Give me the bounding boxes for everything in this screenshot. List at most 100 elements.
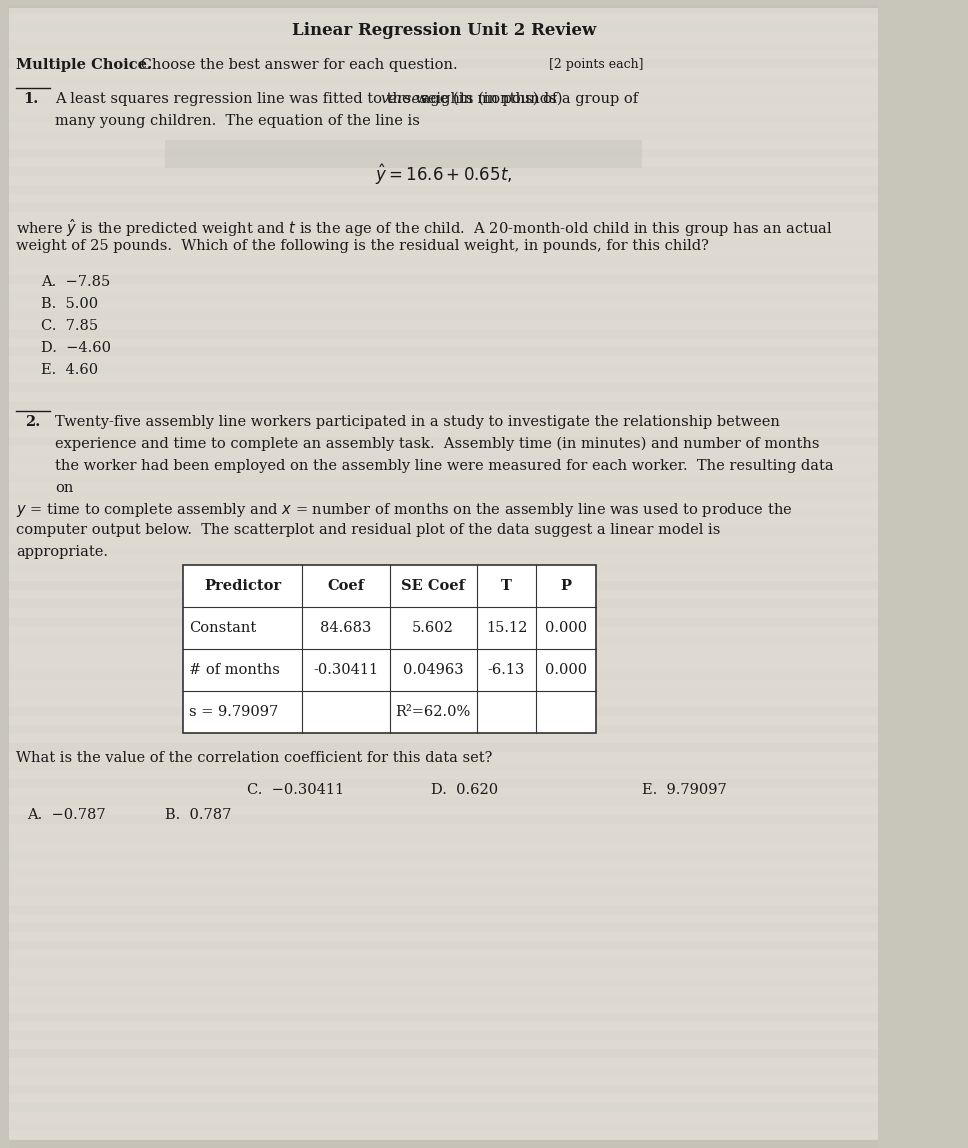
Bar (9, 923, 878, 932)
Bar (9, 203, 878, 212)
Bar (9, 185, 878, 194)
Text: appropriate.: appropriate. (16, 545, 108, 559)
Text: 0.000: 0.000 (545, 621, 588, 635)
Bar (9, 581, 878, 590)
Text: many young children.  The equation of the line is: many young children. The equation of the… (55, 114, 420, 127)
Bar (9, 41, 878, 51)
Text: where $\hat{y}$ is the predicted weight and $t$ is the age of the child.  A 20-m: where $\hat{y}$ is the predicted weight … (16, 217, 833, 239)
Bar (165, 140, 642, 168)
Text: # of months: # of months (189, 664, 280, 677)
Bar (9, 1031, 878, 1040)
Text: B.  0.787: B. 0.787 (165, 808, 231, 822)
Bar (9, 1085, 878, 1094)
Bar (9, 689, 878, 698)
Bar (9, 509, 878, 518)
Bar (9, 1139, 878, 1148)
Text: C.  7.85: C. 7.85 (42, 319, 99, 333)
Bar (9, 166, 878, 176)
Text: Predictor: Predictor (204, 579, 282, 594)
Bar (9, 95, 878, 104)
Text: T: T (501, 579, 512, 594)
Text: 0.04963: 0.04963 (403, 664, 464, 677)
Bar (9, 670, 878, 680)
Bar (9, 851, 878, 860)
Text: Multiple Choice.: Multiple Choice. (16, 59, 153, 72)
Bar (9, 887, 878, 895)
Bar (9, 563, 878, 572)
Bar (9, 653, 878, 662)
Bar (9, 995, 878, 1004)
Text: P: P (560, 579, 571, 594)
Bar (9, 5, 878, 14)
Bar (9, 329, 878, 338)
Text: -0.30411: -0.30411 (314, 664, 378, 677)
Bar (9, 1103, 878, 1112)
Bar (9, 527, 878, 536)
Text: Choose the best answer for each question.: Choose the best answer for each question… (136, 59, 457, 72)
Text: D.  −4.60: D. −4.60 (42, 341, 111, 355)
Text: 1.: 1. (23, 92, 38, 106)
Text: A.  −7.85: A. −7.85 (42, 276, 110, 289)
Text: computer output below.  The scatterplot and residual plot of the data suggest a : computer output below. The scatterplot a… (16, 523, 721, 537)
Bar (9, 419, 878, 428)
Bar (9, 1066, 878, 1076)
Bar (9, 473, 878, 482)
Text: 15.12: 15.12 (486, 621, 528, 635)
Text: 2.: 2. (25, 414, 40, 429)
Text: R²=62.0%: R²=62.0% (396, 705, 470, 719)
Text: age (in months) of a group of: age (in months) of a group of (417, 92, 638, 107)
Bar (9, 311, 878, 320)
Text: Linear Regression Unit 2 Review: Linear Regression Unit 2 Review (291, 22, 595, 39)
Text: Coef: Coef (327, 579, 365, 594)
Text: Constant: Constant (189, 621, 257, 635)
Bar (9, 635, 878, 644)
Text: the worker had been employed on the assembly line were measured for each worker.: the worker had been employed on the asse… (55, 459, 833, 473)
Bar (9, 59, 878, 68)
Bar (9, 131, 878, 140)
Text: Twenty-five assembly line workers participated in a study to investigate the rel: Twenty-five assembly line workers partic… (55, 414, 780, 429)
Bar (9, 293, 878, 302)
Bar (9, 959, 878, 968)
Bar (9, 239, 878, 248)
Bar (9, 743, 878, 752)
Bar (9, 599, 878, 608)
Bar (9, 616, 878, 626)
Text: 84.683: 84.683 (320, 621, 372, 635)
Bar (9, 455, 878, 464)
Text: E.  4.60: E. 4.60 (42, 363, 99, 377)
Bar (9, 222, 878, 230)
Bar (9, 77, 878, 86)
Text: C.  −0.30411: C. −0.30411 (248, 783, 345, 797)
Bar (9, 545, 878, 554)
Bar (9, 257, 878, 266)
Text: -6.13: -6.13 (488, 664, 525, 677)
Bar (9, 113, 878, 122)
Text: What is the value of the correlation coefficient for this data set?: What is the value of the correlation coe… (16, 751, 493, 765)
Text: D.  0.620: D. 0.620 (431, 783, 498, 797)
Bar (9, 1013, 878, 1022)
Bar (183, 565, 596, 734)
Bar (9, 761, 878, 770)
Bar (9, 833, 878, 841)
Text: A.  −0.787: A. −0.787 (27, 808, 106, 822)
Text: on: on (55, 481, 74, 495)
Bar (9, 869, 878, 878)
Text: A least squares regression line was fitted to the weights (in pounds): A least squares regression line was fitt… (55, 92, 567, 107)
Text: experience and time to complete an assembly task.  Assembly time (in minutes) an: experience and time to complete an assem… (55, 437, 820, 451)
Text: verses: verses (380, 92, 428, 106)
Text: SE Coef: SE Coef (401, 579, 465, 594)
Text: 5.602: 5.602 (412, 621, 454, 635)
Bar (9, 437, 878, 447)
Text: $y$ = time to complete assembly and $x$ = number of months on the assembly line : $y$ = time to complete assembly and $x$ … (16, 501, 793, 519)
Bar (9, 1120, 878, 1130)
Bar (9, 941, 878, 951)
Text: $\hat{y} = 16.6 + 0.65t,$: $\hat{y} = 16.6 + 0.65t,$ (375, 162, 512, 187)
Bar (9, 977, 878, 986)
Bar (9, 383, 878, 391)
Bar (9, 23, 878, 32)
Text: weight of 25 pounds.  Which of the following is the residual weight, in pounds, : weight of 25 pounds. Which of the follow… (16, 239, 710, 253)
Bar (9, 797, 878, 806)
Bar (9, 707, 878, 716)
Bar (9, 726, 878, 734)
Bar (9, 815, 878, 824)
